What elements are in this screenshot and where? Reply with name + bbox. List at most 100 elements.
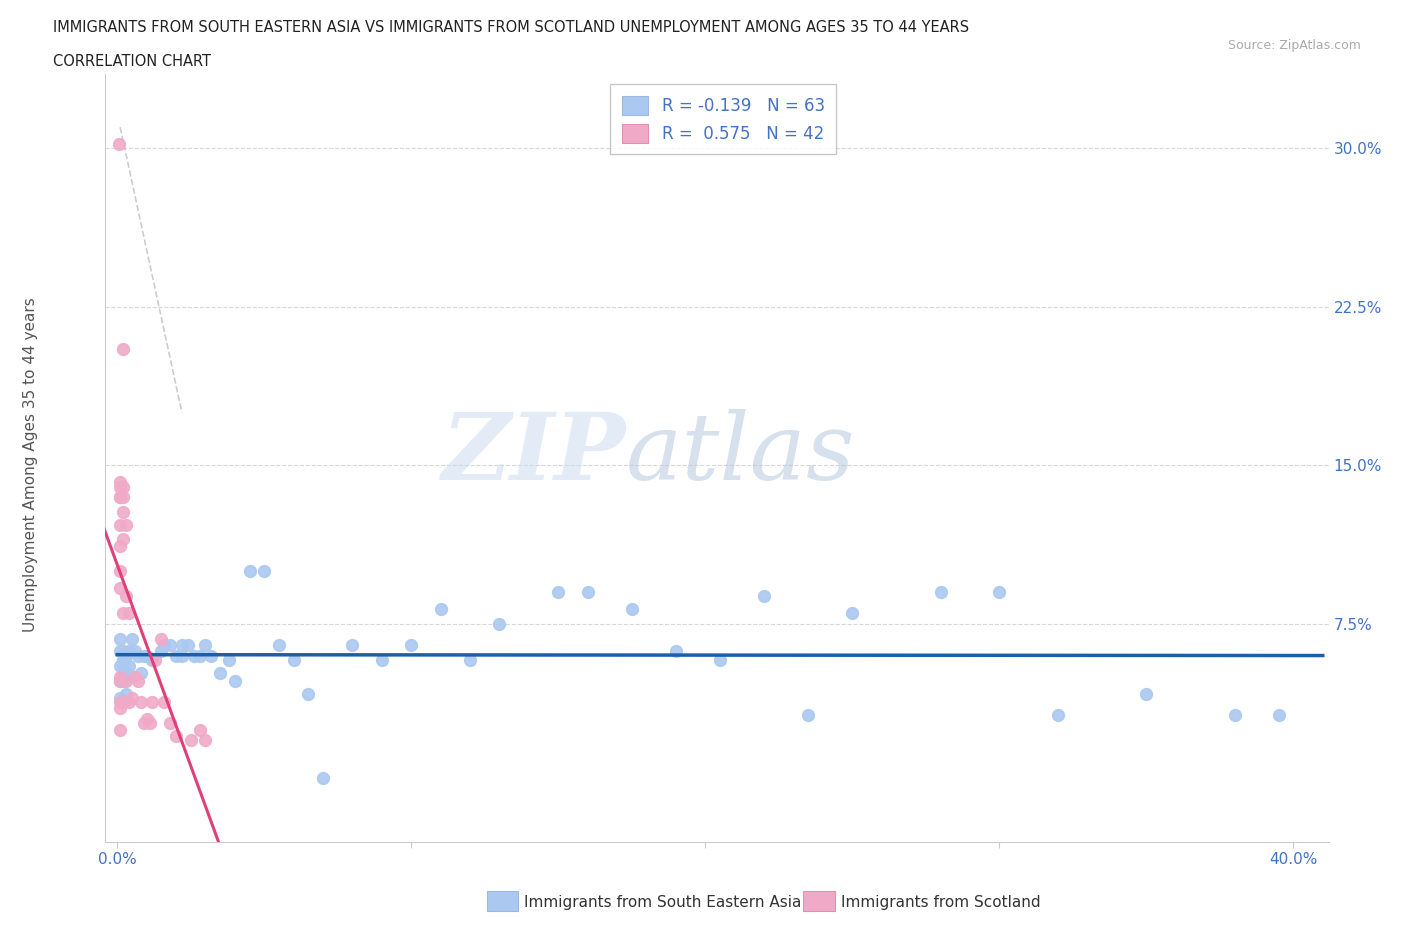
Point bbox=[159, 638, 181, 653]
Point bbox=[108, 475, 131, 490]
Bar bbox=[803, 892, 835, 910]
Point bbox=[118, 695, 141, 710]
Point bbox=[177, 638, 200, 653]
Point bbox=[118, 658, 141, 673]
Point bbox=[218, 653, 240, 668]
Point bbox=[124, 644, 146, 658]
Text: Unemployment Among Ages 35 to 44 years: Unemployment Among Ages 35 to 44 years bbox=[24, 298, 38, 632]
Point bbox=[253, 564, 276, 578]
Point bbox=[1223, 708, 1246, 723]
Point bbox=[115, 589, 138, 604]
Point bbox=[153, 695, 176, 710]
Point bbox=[132, 716, 155, 731]
Point bbox=[665, 644, 688, 658]
Point bbox=[283, 653, 305, 668]
Point bbox=[108, 479, 131, 494]
Point bbox=[988, 585, 1011, 600]
Point bbox=[112, 479, 135, 494]
Point bbox=[312, 771, 335, 786]
Point bbox=[112, 504, 135, 519]
Point bbox=[150, 644, 173, 658]
Point bbox=[112, 644, 135, 658]
Point bbox=[112, 665, 135, 680]
Point bbox=[108, 490, 131, 505]
Point bbox=[107, 137, 129, 152]
Point bbox=[709, 653, 731, 668]
Point bbox=[165, 648, 187, 663]
Point bbox=[108, 631, 131, 646]
Point bbox=[115, 673, 138, 688]
Point bbox=[159, 716, 181, 731]
Point bbox=[108, 673, 131, 688]
Point bbox=[165, 728, 187, 743]
Point bbox=[183, 648, 205, 663]
Text: atlas: atlas bbox=[626, 409, 855, 499]
Text: Source: ZipAtlas.com: Source: ZipAtlas.com bbox=[1227, 39, 1361, 52]
Point bbox=[112, 673, 135, 688]
Text: Immigrants from South Eastern Asia: Immigrants from South Eastern Asia bbox=[524, 895, 801, 910]
Point bbox=[929, 585, 952, 600]
Point bbox=[752, 589, 775, 604]
Point bbox=[108, 580, 131, 595]
Point bbox=[108, 670, 131, 684]
Point bbox=[1047, 708, 1070, 723]
Text: IMMIGRANTS FROM SOUTH EASTERN ASIA VS IMMIGRANTS FROM SCOTLAND UNEMPLOYMENT AMON: IMMIGRANTS FROM SOUTH EASTERN ASIA VS IM… bbox=[53, 20, 970, 35]
Point bbox=[108, 517, 131, 532]
Point bbox=[112, 695, 135, 710]
Point bbox=[180, 733, 202, 748]
Point bbox=[129, 665, 152, 680]
Point bbox=[108, 695, 131, 710]
Point bbox=[200, 648, 222, 663]
Point bbox=[297, 686, 319, 701]
Point bbox=[145, 653, 167, 668]
Point bbox=[188, 648, 211, 663]
Point bbox=[141, 653, 163, 668]
Point bbox=[342, 638, 364, 653]
Text: CORRELATION CHART: CORRELATION CHART bbox=[53, 54, 211, 69]
Point bbox=[118, 606, 141, 621]
Point bbox=[115, 686, 138, 701]
Point bbox=[401, 638, 423, 653]
Point bbox=[209, 665, 232, 680]
Point bbox=[112, 490, 135, 505]
Point bbox=[194, 638, 217, 653]
Text: ZIP: ZIP bbox=[441, 409, 626, 499]
Point bbox=[124, 670, 146, 684]
Point bbox=[118, 644, 141, 658]
Point bbox=[112, 653, 135, 668]
Point bbox=[141, 695, 163, 710]
Point bbox=[135, 648, 157, 663]
Point bbox=[429, 602, 451, 617]
Point bbox=[841, 606, 863, 621]
Point bbox=[108, 723, 131, 737]
Point bbox=[194, 733, 217, 748]
Point bbox=[267, 638, 290, 653]
Point bbox=[108, 490, 131, 505]
Point bbox=[238, 564, 260, 578]
Point bbox=[797, 708, 820, 723]
Point bbox=[170, 648, 193, 663]
Point bbox=[620, 602, 643, 617]
Bar bbox=[486, 892, 519, 910]
Point bbox=[576, 585, 599, 600]
Point bbox=[224, 673, 246, 688]
Legend: R = -0.139   N = 63, R =  0.575   N = 42: R = -0.139 N = 63, R = 0.575 N = 42 bbox=[610, 85, 837, 154]
Text: Immigrants from Scotland: Immigrants from Scotland bbox=[841, 895, 1040, 910]
Point bbox=[121, 690, 143, 705]
Point bbox=[115, 648, 138, 663]
Point bbox=[547, 585, 569, 600]
Point bbox=[135, 711, 157, 726]
Point bbox=[1267, 708, 1289, 723]
Point bbox=[121, 670, 143, 684]
Point bbox=[132, 648, 155, 663]
Point bbox=[127, 648, 149, 663]
Point bbox=[108, 658, 131, 673]
Point bbox=[127, 673, 149, 688]
Point bbox=[108, 690, 131, 705]
Point bbox=[371, 653, 394, 668]
Point bbox=[153, 638, 176, 653]
Point bbox=[488, 617, 510, 631]
Point bbox=[121, 631, 143, 646]
Point bbox=[138, 716, 160, 731]
Point bbox=[115, 517, 138, 532]
